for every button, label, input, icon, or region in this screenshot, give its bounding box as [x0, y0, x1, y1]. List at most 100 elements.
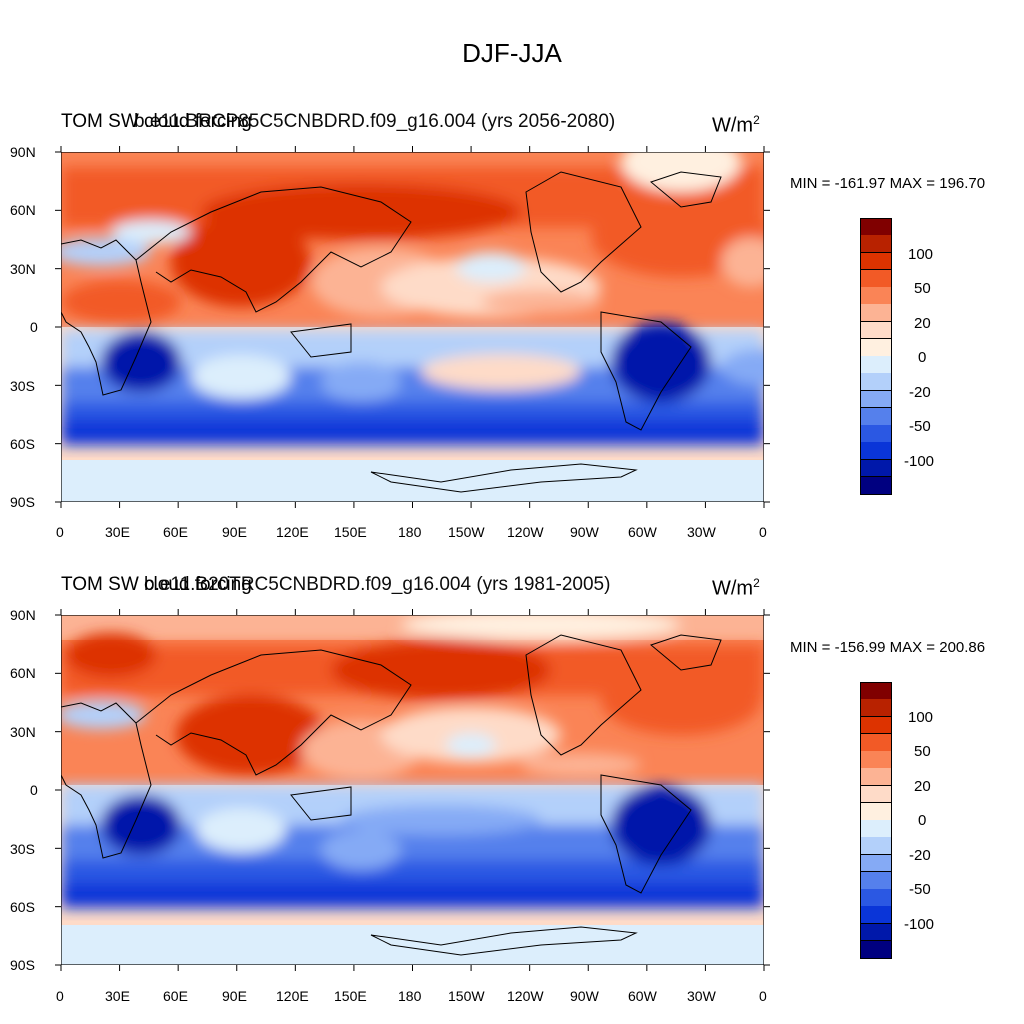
panel-2-lat-label: 30S [10, 841, 35, 857]
panel-1-lat-label: 60S [10, 436, 35, 452]
colorbar-swatch [860, 373, 892, 391]
panel-1-lon-label: 30E [105, 524, 130, 540]
panel-2-units: W/m2 [712, 576, 760, 600]
panel-2-colorbar-label: 20 [914, 778, 931, 795]
panel-1-colorbar-label: 20 [914, 315, 931, 332]
panel-2-field [61, 615, 764, 965]
panel-2-colorbar-label: -50 [909, 881, 931, 898]
colorbar-swatch [860, 218, 892, 236]
panel-1-field [61, 152, 764, 502]
colorbar-swatch [860, 751, 892, 769]
colorbar-swatch [860, 425, 892, 443]
panel-1-colorbar-label: 100 [908, 246, 934, 263]
colorbar-swatch [860, 338, 892, 357]
panel-1-lon-label: 150E [334, 524, 367, 540]
colorbar-swatch [860, 837, 892, 855]
panel-2-colorbar-label: -20 [909, 847, 931, 864]
panel-1-min-max: MIN = -161.97 MAX = 196.70 [790, 175, 986, 192]
panel-2-lon-label: 90E [222, 988, 247, 1004]
colorbar-swatch [860, 252, 892, 271]
colorbar-swatch [860, 476, 892, 495]
panel-1-colorbar-label: -20 [909, 384, 931, 401]
panel-2-colorbar-label: -100 [904, 916, 935, 933]
colorbar-swatch [860, 235, 892, 253]
panel-1-lat-label: 90N [10, 144, 36, 160]
colorbar-swatch [860, 854, 892, 873]
colorbar-swatch [860, 802, 892, 821]
panel-1-colorbar-label: -50 [909, 418, 931, 435]
panel-2-map [61, 615, 764, 965]
panel-2-colorbar-label: 0 [918, 812, 927, 829]
panel-1-lon-label: 0 [56, 524, 64, 540]
figure-title: DJF-JJA [462, 38, 562, 68]
panel-2-lat-label: 0 [30, 782, 38, 798]
colorbar-swatch [860, 442, 892, 460]
panel-2-lon-label: 90W [570, 988, 599, 1004]
panel-2-lon-label: 30E [105, 988, 130, 1004]
panel-2-lon-label: 0 [56, 988, 64, 1004]
colorbar-swatch [860, 304, 892, 322]
panel-1-lat-label: 60N [10, 202, 36, 218]
panel-1-lon-label: 120W [507, 524, 544, 540]
colorbar-swatch [860, 923, 892, 942]
colorbar-swatch [860, 699, 892, 717]
panel-2-lat-label: 90S [10, 957, 35, 973]
panel-2-lon-label: 0 [759, 988, 767, 1004]
panel-2-lon-label: 180 [398, 988, 422, 1004]
panel-2-lat-label: 60S [10, 899, 35, 915]
panel-1-colorbar-label: 50 [914, 280, 931, 297]
panel-1-variable-title: TOM SW cloud forcing [61, 111, 252, 132]
panel-1-map [61, 152, 764, 502]
panel-1-colorbar-label: 0 [918, 349, 927, 366]
colorbar-swatch [860, 321, 892, 340]
colorbar-swatch [860, 459, 892, 478]
colorbar-swatch [860, 390, 892, 409]
colorbar-swatch [860, 356, 892, 374]
panel-1-lat-label: 30S [10, 378, 35, 394]
colorbar-swatch [860, 785, 892, 804]
panel-1-lon-label: 60W [628, 524, 657, 540]
panel-1-lon-label: 0 [759, 524, 767, 540]
panel-2-case-title: b.e11.B20TRC5CNBDRD.f09_g16.004 (yrs 198… [144, 574, 611, 595]
colorbar-swatch [860, 889, 892, 907]
panel-2-variable-title: TOM SW cloud forcing [61, 574, 252, 595]
panel-1-lat-label: 0 [30, 319, 38, 335]
colorbar-swatch [860, 682, 892, 700]
panel-2-min-max: MIN = -156.99 MAX = 200.86 [790, 639, 986, 656]
colorbar-swatch [860, 871, 892, 890]
colorbar-swatch [860, 733, 892, 752]
panel-1-case-title: b.e11.BRCP85C5CNBDRD.f09_g16.004 (yrs 20… [134, 111, 616, 132]
panel-1-lon-label: 150W [448, 524, 485, 540]
panel-1-lon-label: 120E [276, 524, 309, 540]
panel-1-colorbar [860, 218, 892, 495]
panel-2-lat-label: 90N [10, 607, 36, 623]
panel-1-lon-label: 90W [570, 524, 599, 540]
panel-2-colorbar [860, 682, 892, 959]
panel-2-lon-label: 120E [276, 988, 309, 1004]
colorbar-swatch [860, 820, 892, 838]
panel-1-lon-label: 90E [222, 524, 247, 540]
colorbar-swatch [860, 407, 892, 426]
panel-2-lon-label: 60W [628, 988, 657, 1004]
panel-2-lon-label: 150E [334, 988, 367, 1004]
panel-2-lon-label: 30W [687, 988, 716, 1004]
panel-1-lon-label: 60E [163, 524, 188, 540]
panel-1-lat-label: 30N [10, 261, 36, 277]
colorbar-swatch [860, 906, 892, 924]
panel-1-lon-label: 30W [687, 524, 716, 540]
panel-2-lon-label: 120W [507, 988, 544, 1004]
colorbar-swatch [860, 269, 892, 288]
panel-1-colorbar-label: -100 [904, 453, 935, 470]
panel-1-lon-label: 180 [398, 524, 422, 540]
colorbar-swatch [860, 768, 892, 786]
panel-2-colorbar-label: 50 [914, 743, 931, 760]
panel-2-lat-label: 30N [10, 724, 36, 740]
panel-2-lon-label: 60E [163, 988, 188, 1004]
panel-2-lon-label: 150W [448, 988, 485, 1004]
colorbar-swatch [860, 716, 892, 735]
colorbar-swatch [860, 940, 892, 959]
colorbar-swatch [860, 287, 892, 305]
panel-1-units: W/m2 [712, 113, 760, 137]
panel-1-lat-label: 90S [10, 494, 35, 510]
panel-2-colorbar-label: 100 [908, 709, 934, 726]
